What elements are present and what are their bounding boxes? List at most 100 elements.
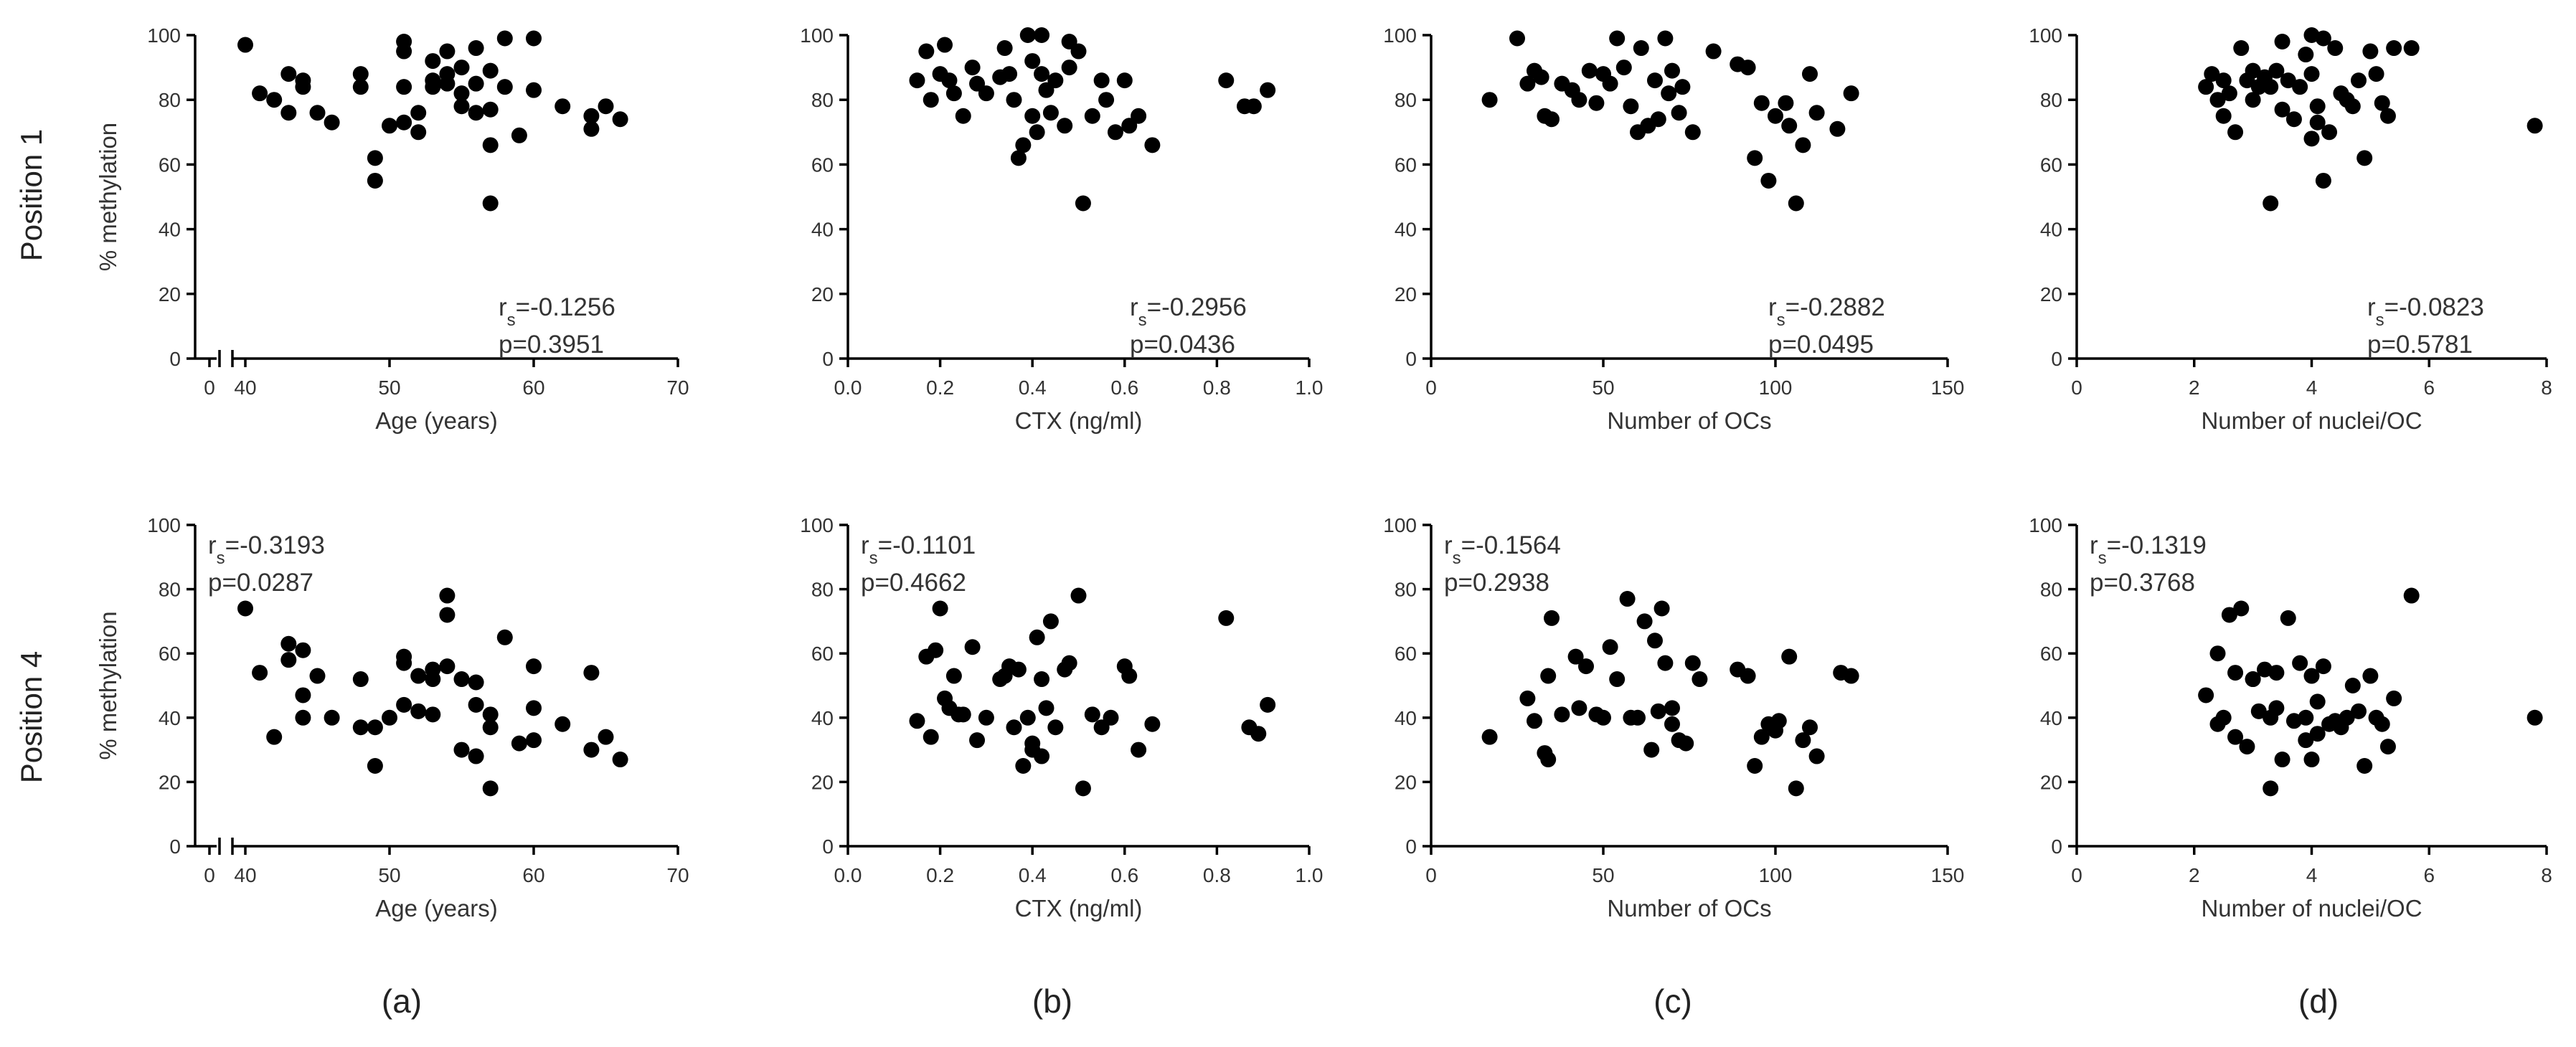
data-point bbox=[1093, 72, 1110, 89]
data-point bbox=[1527, 713, 1542, 729]
data-point bbox=[1540, 668, 1557, 684]
y-tick-label: 80 bbox=[159, 89, 181, 111]
data-point bbox=[2527, 709, 2543, 726]
data-point bbox=[2227, 124, 2244, 141]
data-point bbox=[1795, 732, 1811, 749]
data-point bbox=[2315, 658, 2331, 675]
data-point bbox=[937, 37, 953, 53]
data-point bbox=[352, 671, 369, 688]
data-point bbox=[1674, 79, 1691, 95]
data-point bbox=[252, 665, 268, 681]
data-point bbox=[396, 34, 412, 50]
data-point bbox=[526, 82, 542, 98]
data-point bbox=[1609, 30, 1626, 47]
data-point bbox=[1218, 610, 1235, 626]
y-tick-label: 60 bbox=[159, 153, 181, 176]
data-point bbox=[352, 79, 369, 95]
data-point bbox=[996, 40, 1013, 57]
data-point bbox=[1760, 172, 1777, 189]
data-point bbox=[2239, 739, 2255, 755]
data-point bbox=[2250, 703, 2267, 719]
data-point bbox=[1084, 108, 1100, 124]
data-point bbox=[1010, 150, 1027, 166]
data-point bbox=[1061, 655, 1077, 671]
y-tick-label: 80 bbox=[811, 89, 834, 111]
y-tick-label: 80 bbox=[2040, 89, 2062, 111]
data-point bbox=[482, 780, 499, 797]
data-point bbox=[2280, 72, 2296, 89]
data-point bbox=[511, 127, 527, 143]
data-point bbox=[1001, 66, 1018, 82]
data-point bbox=[964, 639, 981, 655]
data-point bbox=[468, 696, 484, 713]
x-tick-label: 0.8 bbox=[1203, 864, 1231, 886]
data-point bbox=[1661, 85, 1677, 102]
data-point bbox=[1778, 95, 1794, 111]
data-point bbox=[1684, 655, 1701, 671]
data-point bbox=[1029, 124, 1045, 141]
data-point bbox=[439, 43, 456, 60]
data-point bbox=[2227, 665, 2244, 681]
data-point bbox=[2351, 703, 2367, 719]
data-point bbox=[583, 742, 600, 758]
data-point bbox=[2344, 98, 2361, 115]
data-point bbox=[352, 66, 369, 82]
data-point bbox=[1519, 690, 1536, 706]
data-point bbox=[2303, 131, 2320, 147]
data-point bbox=[955, 706, 971, 723]
p-value-label: p=0.4662 bbox=[861, 569, 966, 597]
data-point bbox=[1636, 613, 1653, 630]
data-point bbox=[2233, 40, 2250, 57]
p-value-label: p=0.2938 bbox=[1444, 569, 1549, 597]
data-point bbox=[1533, 69, 1549, 85]
data-point bbox=[969, 732, 986, 749]
scatter-panel-p1_ctx: 0 20 40 60 80 100 0.0 0.2 0.4 0.6 0.8 1.0 CTX (ng/ml… bbox=[800, 24, 1323, 434]
y-tick-label: 40 bbox=[2040, 219, 2062, 241]
x-tick-label: 40 bbox=[234, 864, 256, 886]
y-tick-label: 20 bbox=[159, 283, 181, 305]
x-axis-title: Number of OCs bbox=[1607, 407, 1771, 434]
data-point bbox=[2245, 671, 2261, 688]
x-tick-label: 0 bbox=[204, 376, 215, 399]
y-tick-label: 60 bbox=[1395, 153, 1417, 176]
y-tick-label: 60 bbox=[2040, 643, 2062, 665]
data-point bbox=[1481, 729, 1498, 745]
data-point bbox=[439, 607, 456, 623]
data-point bbox=[482, 101, 499, 118]
data-point bbox=[1029, 629, 1045, 645]
data-point bbox=[2379, 108, 2396, 124]
x-tick-label: 4 bbox=[2306, 864, 2318, 886]
data-point bbox=[2309, 693, 2326, 710]
data-point bbox=[280, 652, 297, 668]
row-label-position-4: Position 4 bbox=[14, 651, 48, 783]
data-point bbox=[2215, 709, 2232, 726]
data-point bbox=[1084, 706, 1100, 723]
data-point bbox=[2233, 600, 2250, 617]
y-tick-label: 60 bbox=[2040, 153, 2062, 176]
scatter-panel-p4_ctx: 0 20 40 60 80 100 0.0 0.2 0.4 0.6 0.8 1.0 CTX (ng/ml… bbox=[800, 514, 1323, 922]
data-point bbox=[583, 120, 600, 137]
x-tick-label: 0 bbox=[2071, 376, 2082, 399]
data-point bbox=[2245, 92, 2261, 108]
y-tick-label: 40 bbox=[811, 707, 834, 729]
data-point bbox=[1630, 709, 1646, 726]
data-point bbox=[1602, 639, 1618, 655]
data-point bbox=[266, 92, 283, 108]
data-point bbox=[2274, 34, 2290, 50]
data-point bbox=[2280, 610, 2296, 626]
x-tick-label: 6 bbox=[2423, 864, 2435, 886]
data-point bbox=[2221, 85, 2237, 102]
x-tick-label: 50 bbox=[378, 376, 400, 399]
data-point bbox=[526, 658, 542, 675]
data-point bbox=[526, 732, 542, 749]
data-point bbox=[1653, 600, 1670, 617]
data-point bbox=[1070, 43, 1087, 60]
data-point bbox=[295, 642, 311, 658]
data-point bbox=[468, 75, 484, 92]
data-point bbox=[252, 85, 268, 102]
x-tick-label: 50 bbox=[1592, 376, 1614, 399]
data-point bbox=[1103, 709, 1119, 726]
x-tick-label: 0.0 bbox=[834, 864, 862, 886]
data-point bbox=[1602, 75, 1618, 92]
x-axis-title: CTX (ng/ml) bbox=[1015, 895, 1143, 922]
